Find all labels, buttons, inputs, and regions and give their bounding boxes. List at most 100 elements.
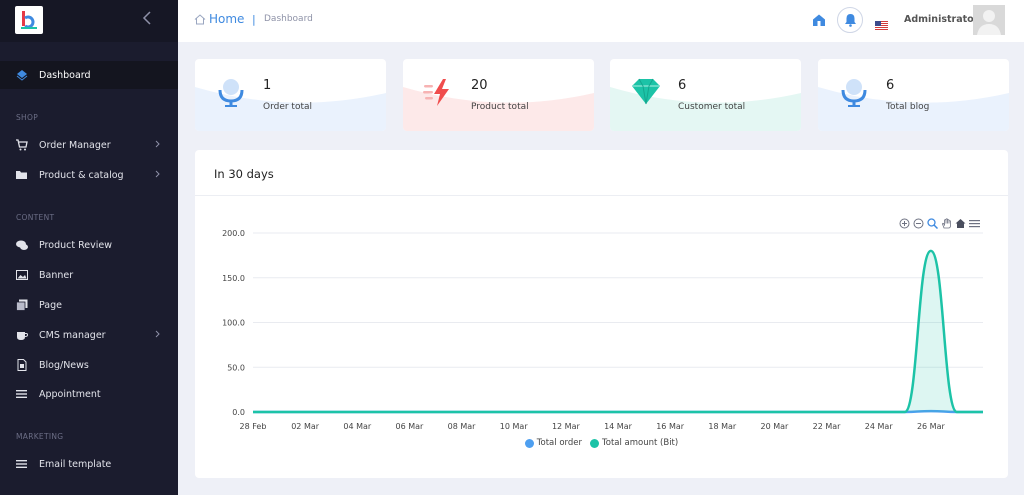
zoom-out-icon[interactable]	[912, 217, 924, 229]
sidebar-item-label: CMS manager	[39, 329, 106, 341]
legend-label: Total amount (Bit)	[602, 438, 679, 448]
legend-item-total-order[interactable]: Total order	[524, 438, 582, 448]
legend-marker	[590, 438, 599, 448]
chart-menu-icon[interactable]	[968, 217, 980, 229]
x-tick-label: 04 Mar	[343, 422, 372, 431]
notification-bell-icon[interactable]	[837, 7, 863, 33]
sidebar-item-label: Dashboard	[39, 69, 91, 81]
house-outline-icon	[194, 13, 206, 24]
panel-title: In 30 days	[214, 167, 274, 181]
y-tick-label: 200.0	[222, 229, 245, 238]
zoom-in-icon[interactable]	[898, 217, 910, 229]
user-silhouette-icon	[973, 5, 1005, 35]
sidebar-item-label: Page	[39, 299, 62, 311]
bars-icon	[16, 458, 28, 470]
x-tick-label: 06 Mar	[396, 422, 425, 431]
reset-zoom-home-icon[interactable]	[954, 217, 966, 229]
stat-label: Product total	[471, 102, 529, 112]
home-icon[interactable]	[812, 12, 826, 31]
sidebar-item-label: Appointment	[39, 388, 101, 400]
x-tick-label: 28 Feb	[240, 422, 267, 431]
card-wave-background	[195, 87, 386, 131]
sidebar-item-order-manager[interactable]: Order Manager	[0, 131, 178, 159]
y-tick-label: 100.0	[222, 319, 245, 328]
sidebar-item-banner[interactable]: Banner	[0, 261, 178, 289]
sidebar-item-product-catalog[interactable]: Product & catalog	[0, 161, 178, 189]
legend-marker	[524, 438, 534, 448]
legend-label: Total order	[536, 438, 582, 448]
collapse-sidebar-icon[interactable]	[142, 10, 152, 29]
sidebar-item-label: Product & catalog	[39, 169, 124, 181]
app-logo[interactable]	[15, 6, 43, 34]
sidebar-item-page[interactable]: Page	[0, 291, 178, 319]
panel-divider	[195, 195, 1008, 196]
image-icon	[16, 269, 28, 281]
sidebar: Dashboard SHOP Order Manager Product & c…	[0, 0, 178, 495]
folder-icon	[16, 169, 28, 181]
card-wave-background	[403, 87, 594, 131]
section-label-shop: SHOP	[16, 113, 39, 122]
x-tick-label: 02 Mar	[291, 422, 320, 431]
sidebar-item-cms-manager[interactable]: CMS manager	[0, 321, 178, 349]
breadcrumb-home-label: Home	[209, 12, 245, 26]
card-wave-background	[610, 87, 801, 131]
sidebar-item-blog-news[interactable]: Blog/News	[0, 351, 178, 379]
sidebar-item-appointment[interactable]: Appointment	[0, 380, 178, 408]
breadcrumb-home[interactable]: Home	[194, 12, 244, 26]
sidebar-item-label: Blog/News	[39, 359, 89, 371]
layers-icon	[16, 69, 28, 81]
section-label-content: CONTENT	[16, 213, 55, 222]
copy-icon	[16, 299, 28, 311]
user-name[interactable]: Administrator	[904, 14, 979, 25]
x-tick-label: 14 Mar	[604, 422, 633, 431]
bars-icon	[16, 388, 28, 400]
avatar[interactable]	[973, 5, 1005, 35]
x-tick-label: 20 Mar	[761, 422, 790, 431]
lightning-icon	[423, 79, 449, 106]
stat-card-blog[interactable]: 6 Total blog	[818, 59, 1009, 131]
stat-value: 1	[263, 78, 272, 93]
y-tick-label: 150.0	[222, 274, 245, 283]
series-area	[253, 250, 983, 412]
x-tick-label: 12 Mar	[552, 422, 581, 431]
file-icon	[16, 359, 28, 371]
card-wave-background	[818, 87, 1009, 131]
y-tick-label: 50.0	[227, 363, 245, 372]
legend-item-total-amount[interactable]: Total amount (Bit)	[590, 438, 678, 448]
top-header: Home | Dashboard Administrator	[178, 0, 1024, 42]
selection-zoom-icon[interactable]	[926, 217, 938, 229]
x-tick-label: 08 Mar	[448, 422, 477, 431]
chart-toolbar	[898, 217, 980, 229]
chevron-right-icon	[155, 140, 160, 148]
cart-icon	[16, 139, 28, 151]
stat-value: 6	[678, 78, 687, 93]
sidebar-item-label: Email template	[39, 458, 112, 470]
stat-card-products[interactable]: 20 Product total	[403, 59, 594, 131]
x-tick-label: 26 Mar	[917, 422, 946, 431]
sidebar-item-label: Product Review	[39, 239, 112, 251]
chart-legend: Total order Total amount (Bit)	[195, 438, 1008, 448]
stat-label: Customer total	[678, 102, 746, 112]
microphone-icon	[841, 79, 867, 107]
sidebar-item-label: Banner	[39, 269, 74, 281]
stat-card-customers[interactable]: 6 Customer total	[610, 59, 801, 131]
x-tick-label: 24 Mar	[865, 422, 894, 431]
comments-icon	[16, 239, 28, 251]
sidebar-item-email-template[interactable]: Email template	[0, 450, 178, 478]
microphone-icon	[218, 79, 244, 107]
series-line[interactable]	[253, 249, 983, 414]
sidebar-header	[0, 0, 178, 42]
sidebar-item-product-review[interactable]: Product Review	[0, 231, 178, 259]
sidebar-item-dashboard[interactable]: Dashboard	[0, 61, 178, 89]
stat-value: 6	[886, 78, 895, 93]
stat-card-orders[interactable]: 1 Order total	[195, 59, 386, 131]
chart-panel: In 30 days 0.0 50.0 100.0 150.0 200.0 28 Feb…	[195, 150, 1008, 478]
chevron-right-icon	[155, 170, 160, 178]
us-flag-icon[interactable]	[875, 15, 888, 30]
x-tick-label: 10 Mar	[500, 422, 529, 431]
breadcrumb-current: Dashboard	[264, 14, 313, 24]
stat-label: Total blog	[886, 102, 930, 112]
pan-hand-icon[interactable]	[940, 217, 952, 229]
stat-value: 20	[471, 78, 488, 93]
x-tick-label: 18 Mar	[708, 422, 737, 431]
